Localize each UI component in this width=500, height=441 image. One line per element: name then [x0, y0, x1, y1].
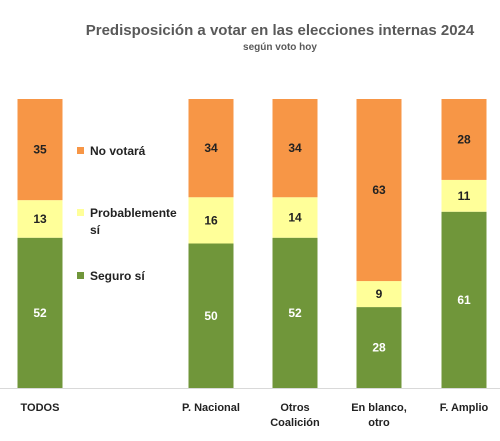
category-label: TODOS	[21, 402, 60, 414]
data-label: 14	[288, 210, 302, 224]
bar-segment	[188, 197, 234, 244]
data-label: 13	[33, 212, 47, 226]
data-label: 9	[376, 287, 383, 301]
category-label: otro	[368, 417, 390, 429]
bars	[0, 99, 500, 389]
category-label: P. Nacional	[182, 402, 240, 414]
legend-label: No votará	[90, 144, 146, 158]
bar-segment	[188, 99, 234, 198]
category-label: F. Amplio	[440, 402, 489, 414]
bar-segment	[272, 197, 318, 238]
category-label: Otros	[280, 402, 309, 414]
legend-swatch	[77, 209, 84, 216]
data-label: 63	[372, 183, 386, 197]
data-label: 28	[372, 341, 386, 355]
bar-segment	[441, 179, 487, 212]
chart-subtitle: según voto hoy	[243, 42, 317, 53]
bar-segment	[17, 237, 63, 388]
bar-segment	[441, 99, 487, 180]
bar-segment	[17, 200, 63, 238]
legend: No votará Probablemente sí Seguro sí	[77, 144, 177, 283]
category-labels: TODOS P. Nacional Otros Coalición En blanco,…	[21, 402, 489, 429]
legend-label: sí	[90, 223, 101, 237]
bar-segment	[188, 243, 234, 388]
category-label: Coalición	[270, 417, 320, 429]
category-label: En blanco,	[351, 402, 407, 414]
data-label: 11	[458, 189, 471, 203]
legend-label: Seguro sí	[90, 269, 145, 283]
bar-segment	[356, 99, 402, 282]
data-label: 16	[204, 213, 218, 227]
chart-title: Predisposición a votar en las elecciones…	[86, 22, 475, 39]
bar-segment	[441, 211, 487, 388]
data-label: 50	[204, 309, 218, 323]
legend-swatch	[77, 147, 84, 154]
data-label: 52	[33, 306, 47, 320]
data-label: 28	[457, 132, 471, 146]
data-label: 34	[288, 141, 302, 155]
data-label: 35	[33, 143, 47, 157]
legend-swatch	[77, 272, 84, 279]
bar-segment	[356, 281, 402, 308]
data-label: 61	[457, 293, 471, 307]
data-label: 34	[204, 141, 218, 155]
bar-segment	[356, 307, 402, 388]
legend-label: Probablemente	[90, 206, 177, 220]
bar-segment	[272, 99, 318, 198]
data-labels: 52 13 35 50 16 34 52 14 34 28 9 63 61 11 28	[33, 132, 471, 354]
bar-segment	[17, 99, 63, 201]
data-label: 52	[288, 306, 302, 320]
bar-segment	[272, 237, 318, 388]
